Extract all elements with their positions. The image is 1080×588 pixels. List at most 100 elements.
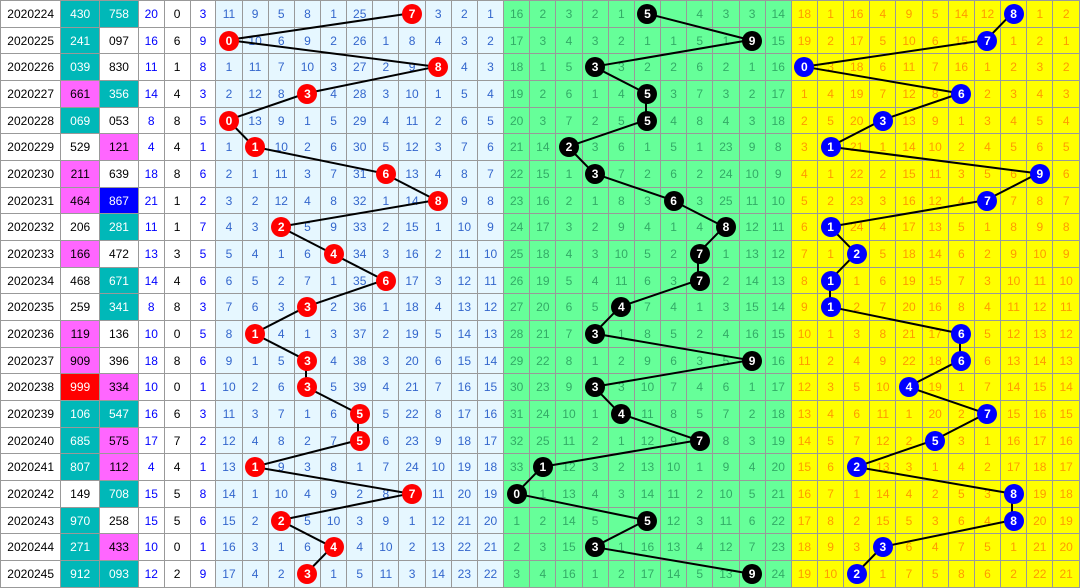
sec-a-miss: 9 xyxy=(409,60,416,74)
sec-b-cell-10: 17 xyxy=(765,81,791,108)
sec-a-ball: 1 xyxy=(245,137,265,157)
num2-cell: 708 xyxy=(100,481,139,508)
sec-a-miss: 5 xyxy=(330,380,337,394)
sec-c-cell-9: 9 xyxy=(1027,161,1053,188)
sec-b-cell-5: 1 xyxy=(634,134,660,161)
sec-c-miss: 14 xyxy=(798,434,811,448)
sec-b-ball: 7 xyxy=(690,271,710,291)
sec-b-cell-1: 2 xyxy=(530,507,556,534)
sec-b-miss: 21 xyxy=(536,327,549,341)
sec-b-miss: 24 xyxy=(772,567,785,581)
sec-b-miss: 5 xyxy=(566,274,573,288)
sec-c-miss: 4 xyxy=(880,220,887,234)
num1-cell: 259 xyxy=(61,294,100,321)
sec-a-miss: 5 xyxy=(383,407,390,421)
sec-a-miss: 8 xyxy=(461,167,468,181)
sec-c-cell-8: 8 xyxy=(1001,1,1027,28)
sec-a-miss: 2 xyxy=(461,7,468,21)
sec-b-cell-5: 10 xyxy=(634,374,660,401)
sec-a-miss: 6 xyxy=(487,140,494,154)
sec-c-miss: 13 xyxy=(798,407,811,421)
sec-c-cell-9: 4 xyxy=(1027,81,1053,108)
sum2-cell: 1 xyxy=(164,54,190,81)
sec-c-cell-3: 15 xyxy=(870,507,896,534)
sec-a-miss: 6 xyxy=(278,34,285,48)
sec-a-cell-5: 39 xyxy=(347,374,373,401)
sec-a-cell-9: 10 xyxy=(451,214,477,241)
sec-a-cell-8: 11 xyxy=(425,481,451,508)
num2-cell: 830 xyxy=(100,54,139,81)
sec-b-cell-3: 3 xyxy=(582,161,608,188)
sec-a-miss: 7 xyxy=(383,460,390,474)
sec-b-miss: 4 xyxy=(696,7,703,21)
sec-a-cell-10: 18 xyxy=(477,454,503,481)
sec-c-cell-4: 22 xyxy=(896,347,922,374)
sec-c-cell-4: 6 xyxy=(896,534,922,561)
sec-a-cell-1: 3 xyxy=(242,534,268,561)
sec-a-miss: 21 xyxy=(405,380,418,394)
sec-c-cell-9: 12 xyxy=(1027,294,1053,321)
sec-b-cell-4: 2 xyxy=(608,561,634,588)
sec-b-cell-1: 1 xyxy=(530,54,556,81)
sec-b-cell-3: 2 xyxy=(582,107,608,134)
sec-c-miss: 5 xyxy=(984,167,991,181)
sec-c-miss: 1 xyxy=(853,274,860,288)
sec-c-miss: 4 xyxy=(880,7,887,21)
sec-b-miss: 6 xyxy=(566,300,573,314)
sec-b-cell-5: 1 xyxy=(634,27,660,54)
sec-a-cell-8: 4 xyxy=(425,27,451,54)
sec-c-cell-1: 2 xyxy=(817,187,843,214)
sec-c-cell-5: 15 xyxy=(922,267,948,294)
sec-c-miss: 1 xyxy=(853,487,860,501)
num1-cell: 468 xyxy=(61,267,100,294)
num2-cell: 867 xyxy=(100,187,139,214)
sec-b-miss: 16 xyxy=(772,60,785,74)
sec-c-miss: 2 xyxy=(1010,567,1017,581)
sec-b-cell-7: 3 xyxy=(687,347,713,374)
sec-c-cell-6: 2 xyxy=(948,401,974,428)
sec-a-miss: 3 xyxy=(330,60,337,74)
sec-a-miss: 18 xyxy=(458,434,471,448)
sum1-cell: 14 xyxy=(138,267,164,294)
sec-b-miss: 6 xyxy=(566,87,573,101)
sec-a-miss: 1 xyxy=(435,220,442,234)
sec-a-cell-4: 7 xyxy=(321,427,347,454)
sec-c-miss: 13 xyxy=(902,114,915,128)
sec-c-cell-1: 1 xyxy=(817,1,843,28)
sec-c-cell-4: 3 xyxy=(896,454,922,481)
sec-a-miss: 7 xyxy=(226,300,233,314)
sec-b-miss: 3 xyxy=(539,114,546,128)
sec-c-ball: 1 xyxy=(821,217,841,237)
sec-c-cell-10: 15 xyxy=(1053,401,1080,428)
sec-a-cell-4: 5 xyxy=(321,107,347,134)
sec-b-cell-2: 3 xyxy=(556,214,582,241)
sec-c-miss: 1 xyxy=(827,7,834,21)
sec-a-cell-7: 9 xyxy=(399,54,425,81)
sec-b-cell-1: 17 xyxy=(530,214,556,241)
sec-a-miss: 9 xyxy=(252,7,259,21)
sec-a-miss: 1 xyxy=(226,60,233,74)
sec-b-cell-10: 8 xyxy=(765,134,791,161)
sec-a-cell-10: 2 xyxy=(477,27,503,54)
data-row: 2020235259341883763323611841312272065474… xyxy=(1,294,1080,321)
sec-a-miss: 10 xyxy=(405,87,418,101)
sec-a-miss: 8 xyxy=(226,327,233,341)
sec-b-miss: 15 xyxy=(536,167,549,181)
sec-c-cell-4: 16 xyxy=(896,187,922,214)
sec-a-miss: 21 xyxy=(458,514,471,528)
sec-a-miss: 6 xyxy=(278,380,285,394)
sec-a-miss: 8 xyxy=(330,194,337,208)
sec-b-miss: 5 xyxy=(696,407,703,421)
sec-c-miss: 11 xyxy=(929,167,941,181)
sec-a-cell-9: 20 xyxy=(451,481,477,508)
sec-a-miss: 2 xyxy=(226,167,233,181)
num1-cell: 912 xyxy=(61,561,100,588)
sum3-cell: 2 xyxy=(190,187,216,214)
sec-c-miss: 15 xyxy=(798,460,811,474)
sec-c-cell-4: 9 xyxy=(896,1,922,28)
sec-b-cell-1: 25 xyxy=(530,427,556,454)
sec-c-miss: 15 xyxy=(1007,407,1020,421)
sec-c-cell-9: 22 xyxy=(1027,561,1053,588)
data-row: 2020225241097166901069226184321734321151… xyxy=(1,27,1080,54)
sec-b-cell-5: 2 xyxy=(634,161,660,188)
